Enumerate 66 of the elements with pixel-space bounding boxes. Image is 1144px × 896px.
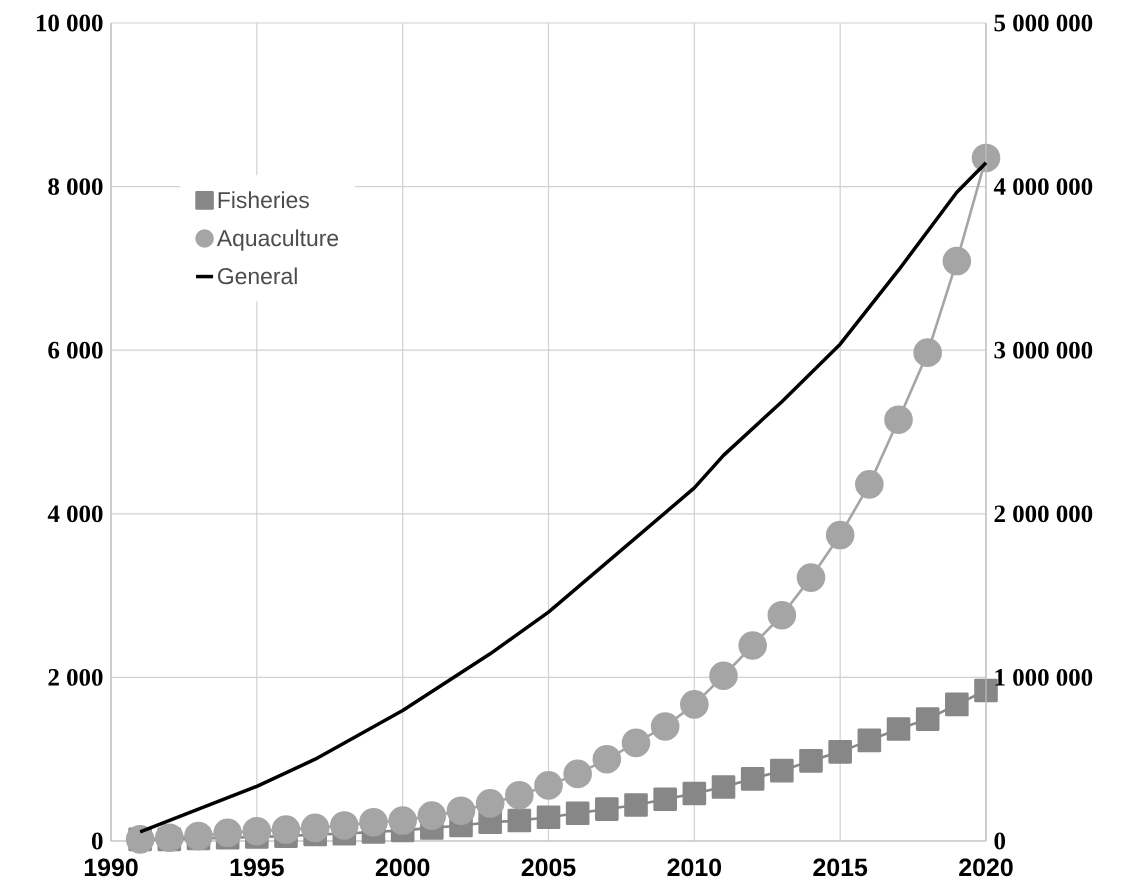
point xyxy=(624,793,648,817)
y-tick-label: 0 xyxy=(91,832,103,850)
legend-label: Aquaculture xyxy=(216,229,339,251)
point xyxy=(825,520,855,550)
point xyxy=(770,758,794,783)
point xyxy=(709,661,738,691)
point xyxy=(884,405,913,435)
y2-tick-label: 5 000 000 xyxy=(994,14,1093,32)
x-tick-label: 1995 xyxy=(230,858,284,877)
y-tick-label: 4 000 xyxy=(47,505,103,523)
point xyxy=(534,771,563,800)
x-tick-label: 1990 xyxy=(84,858,138,877)
point xyxy=(242,816,272,846)
point xyxy=(796,563,826,592)
x-tick-label: 2005 xyxy=(521,858,576,877)
x-tick-label: 2000 xyxy=(375,858,430,877)
y-tick-label: 6 000 xyxy=(48,341,103,359)
point xyxy=(507,808,532,833)
point xyxy=(886,717,911,741)
point xyxy=(682,781,707,806)
point xyxy=(271,815,301,844)
point xyxy=(475,789,505,818)
point xyxy=(505,780,534,810)
point xyxy=(621,728,651,758)
point xyxy=(680,690,709,719)
point xyxy=(300,813,330,843)
y-tick-label: 10 000 xyxy=(36,14,103,32)
point xyxy=(592,744,622,774)
point xyxy=(155,823,184,853)
point xyxy=(740,767,765,791)
point xyxy=(653,787,677,812)
x-tick-label: 2015 xyxy=(813,858,868,877)
point xyxy=(942,246,972,276)
point xyxy=(650,712,680,741)
point xyxy=(213,818,242,848)
point xyxy=(536,805,561,830)
x-tick-label: 2020 xyxy=(959,858,1013,877)
point xyxy=(563,759,592,789)
point xyxy=(913,338,942,367)
point xyxy=(446,796,476,826)
legend-label: General xyxy=(217,267,297,285)
point xyxy=(711,775,736,799)
y-tick-label: 2 000 xyxy=(48,669,103,686)
point xyxy=(799,749,823,773)
y2-tick-label: 3 000 000 xyxy=(994,341,1093,359)
point xyxy=(565,801,590,825)
y-tick-label: 8 000 xyxy=(48,178,103,195)
point xyxy=(945,692,969,717)
y2-tick-label: 2 000 000 xyxy=(994,505,1093,523)
y2-tick-label: 0 xyxy=(994,832,1006,850)
point xyxy=(595,797,619,821)
point xyxy=(184,821,213,851)
point xyxy=(915,707,940,731)
legend-label: Fisheries xyxy=(218,191,309,209)
y2-tick-label: 4 000 000 xyxy=(993,178,1093,196)
point xyxy=(855,470,884,499)
point xyxy=(738,631,767,660)
point xyxy=(828,740,852,764)
point xyxy=(330,811,359,840)
point xyxy=(417,801,447,830)
point xyxy=(767,600,797,630)
point xyxy=(857,728,882,753)
y2-tick-label: 1 000 000 xyxy=(995,669,1093,686)
x-tick-label: 2010 xyxy=(667,858,722,877)
point xyxy=(359,807,388,837)
point xyxy=(388,806,417,835)
